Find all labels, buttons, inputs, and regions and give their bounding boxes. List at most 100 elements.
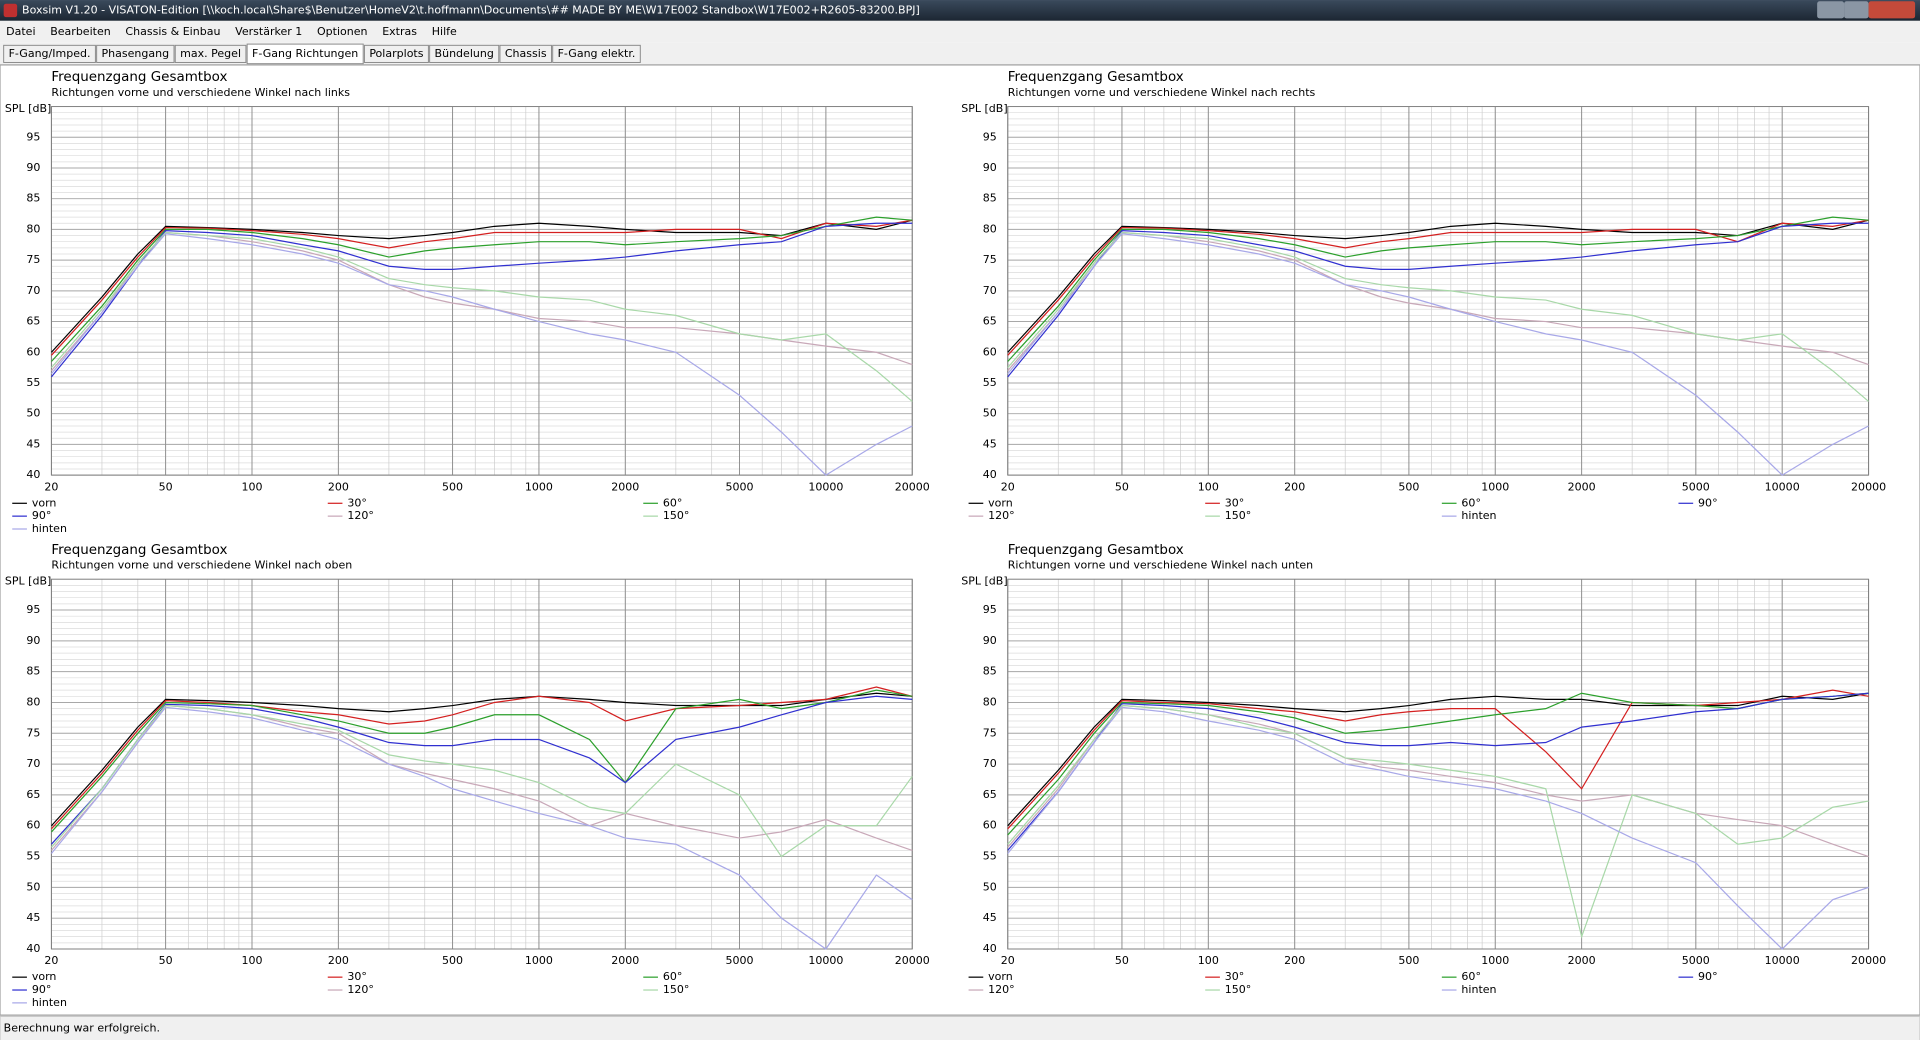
legend-label: 150°	[1225, 983, 1252, 996]
x-tick-label: 1000	[525, 954, 553, 967]
close-button[interactable]	[1868, 1, 1916, 19]
series-line	[50, 216, 913, 362]
y-tick-label: 80	[983, 695, 997, 708]
x-tick-label: 2000	[1568, 480, 1596, 493]
menu-item[interactable]: Optionen	[317, 25, 368, 38]
y-tick-label: 95	[26, 603, 40, 616]
menu-item[interactable]: Chassis & Einbau	[125, 25, 220, 38]
y-tick-label: 60	[983, 819, 997, 832]
tab[interactable]	[363, 44, 429, 63]
series-line	[1007, 231, 1869, 402]
legend-label: 30°	[1225, 970, 1245, 983]
x-tick-label: 50	[159, 480, 173, 493]
series-line	[50, 233, 913, 476]
series-line	[1007, 233, 1869, 476]
x-tick-label: 10000	[1765, 480, 1800, 493]
y-tick-label: 75	[26, 726, 40, 739]
y-tick-label: 70	[26, 284, 40, 297]
y-tick-label: 65	[983, 315, 997, 328]
plot-border	[50, 106, 913, 476]
tab-label[interactable]: max. Pegel	[180, 47, 241, 60]
y-tick-label: 40	[983, 942, 997, 955]
tab[interactable]	[499, 44, 552, 63]
x-tick-label: 200	[1284, 480, 1305, 493]
plot-border	[1007, 578, 1870, 950]
menu-item[interactable]: Hilfe	[432, 25, 457, 38]
menu-item[interactable]: Verstärker 1	[235, 25, 302, 38]
series-line	[1007, 692, 1869, 827]
y-tick-label: 90	[983, 634, 997, 647]
y-tick-label: 70	[26, 757, 40, 770]
tab[interactable]	[96, 44, 175, 63]
legend-label: 120°	[988, 983, 1015, 996]
y-tick-label: 40	[26, 468, 40, 481]
chart-title: Frequenzgang Gesamtbox	[1008, 70, 1184, 85]
y-tick-label: 70	[983, 284, 997, 297]
x-tick-label: 200	[1284, 954, 1305, 967]
tab[interactable]	[429, 44, 500, 63]
y-tick-label: 85	[983, 192, 997, 205]
legend-label: 60°	[1461, 970, 1481, 983]
tab-label[interactable]: Chassis	[505, 47, 547, 60]
menu-bar	[0, 20, 1920, 43]
legend-label: 30°	[347, 496, 367, 509]
x-tick-label: 100	[241, 954, 262, 967]
y-tick-label: 55	[983, 850, 997, 863]
legend-label: 120°	[347, 509, 374, 522]
series-line	[1007, 692, 1869, 851]
maximize-button[interactable]	[1844, 1, 1869, 19]
x-tick-label: 20	[44, 480, 58, 493]
tab[interactable]	[552, 44, 641, 63]
minimize-button[interactable]	[1817, 1, 1845, 19]
series-line	[1007, 692, 1869, 836]
y-tick-label: 95	[26, 130, 40, 143]
y-tick-label: 60	[26, 819, 40, 832]
menu-item[interactable]: Bearbeiten	[50, 25, 111, 38]
tab[interactable]	[174, 44, 247, 63]
x-tick-label: 5000	[1682, 954, 1710, 967]
tab-label[interactable]: Polarplots	[369, 47, 423, 60]
tab[interactable]	[246, 43, 364, 65]
series-line	[50, 689, 913, 833]
x-tick-label: 2000	[1568, 954, 1596, 967]
tab-label[interactable]: Phasengang	[102, 47, 170, 60]
x-tick-label: 20	[1001, 480, 1015, 493]
y-tick-label: 55	[26, 850, 40, 863]
tab-label[interactable]: F-Gang/Imped.	[9, 47, 91, 60]
legend-label: 30°	[1225, 496, 1245, 509]
series-line	[50, 219, 913, 356]
x-tick-label: 5000	[1682, 480, 1710, 493]
legend-label: 150°	[663, 509, 690, 522]
y-tick-label: 85	[26, 192, 40, 205]
series-line	[50, 686, 913, 830]
legend-label: 90°	[32, 983, 52, 996]
tab-label[interactable]: F-Gang elektr.	[558, 47, 636, 60]
y-tick-label: 40	[983, 468, 997, 481]
title-bar	[0, 0, 1920, 21]
x-tick-label: 500	[1398, 480, 1419, 493]
menu-item[interactable]: Datei	[6, 25, 35, 38]
legend-label: 150°	[1225, 509, 1252, 522]
series-line	[50, 231, 913, 402]
legend-label: hinten	[32, 996, 67, 1009]
x-tick-label: 5000	[725, 954, 753, 967]
x-tick-label: 20	[44, 954, 58, 967]
y-tick-label: 60	[26, 345, 40, 358]
tab-label[interactable]: Bündelung	[435, 47, 494, 60]
tab-label[interactable]: F-Gang Richtungen	[252, 47, 358, 60]
y-tick-label: 90	[26, 161, 40, 174]
window-title: Boxsim V1.20 - VISATON-Edition [\\koch.l…	[22, 3, 920, 16]
x-tick-label: 20	[1001, 954, 1015, 967]
x-tick-label: 100	[1198, 480, 1219, 493]
chart-subtitle: Richtungen vorne und verschiedene Winkel…	[1008, 559, 1313, 572]
y-tick-label: 75	[26, 253, 40, 266]
series-line	[1007, 222, 1869, 378]
tab[interactable]	[3, 44, 96, 63]
y-tick-label: 60	[983, 345, 997, 358]
menu-item[interactable]: Extras	[382, 25, 417, 38]
y-tick-label: 90	[26, 634, 40, 647]
series-line	[50, 219, 913, 353]
status-bar	[0, 1015, 1920, 1040]
x-tick-label: 10000	[808, 954, 843, 967]
